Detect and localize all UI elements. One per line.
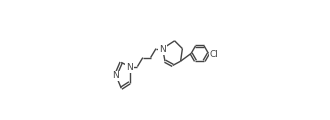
Text: Cl: Cl <box>209 50 218 59</box>
Text: N: N <box>159 45 166 54</box>
Text: N: N <box>113 72 119 81</box>
Text: N: N <box>126 63 133 72</box>
